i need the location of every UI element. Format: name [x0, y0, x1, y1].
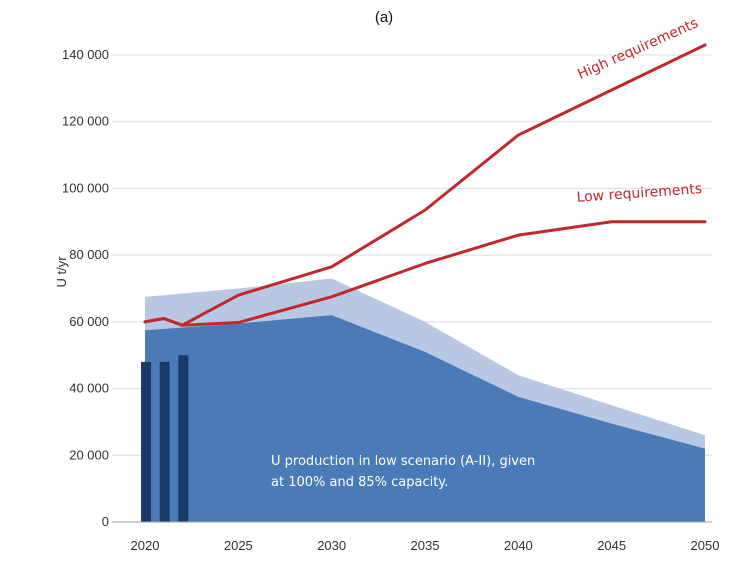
x-tick-label: 2025 [224, 538, 253, 553]
axis-layer: 0 20 000 40 000 60 000 80 000 100 000 120 000 1… [62, 47, 719, 553]
x-tick-label: 2040 [504, 538, 533, 553]
y-tick-label: 140 000 [62, 47, 109, 62]
x-tick-label: 2035 [411, 538, 440, 553]
y-tick-label: 60 000 [69, 314, 109, 329]
y-tick-label: 20 000 [69, 447, 109, 462]
production-bar [178, 355, 189, 522]
low-requirements-label: Low requirements [576, 181, 703, 206]
x-tick-label: 2045 [597, 538, 626, 553]
y-tick-label: 40 000 [69, 381, 109, 396]
y-tick-label: 0 [102, 514, 109, 529]
production-bar [141, 361, 151, 522]
y-tick-label: 80 000 [69, 247, 109, 262]
x-tick-label: 2030 [317, 538, 346, 553]
chart-title: (a) [375, 9, 393, 26]
area-series [145, 315, 705, 522]
high-requirements-label: High requirements [575, 15, 701, 83]
requirement-line [143, 43, 707, 327]
production-bar [159, 361, 170, 522]
y-tick-label: 120 000 [62, 114, 109, 129]
line-layer [143, 43, 707, 327]
y-axis-title: U t/yr [54, 256, 69, 288]
y-tick-label: 100 000 [62, 180, 109, 195]
annotation-line-1: U production in low scenario (A-II), giv… [271, 454, 535, 469]
annotation-line-2: at 100% and 85% capacity. [271, 475, 448, 490]
x-tick-label: 2050 [691, 538, 720, 553]
area-layer [145, 278, 705, 522]
requirement-line [143, 220, 707, 327]
bar-layer [141, 355, 189, 522]
x-tick-label: 2020 [131, 538, 160, 553]
